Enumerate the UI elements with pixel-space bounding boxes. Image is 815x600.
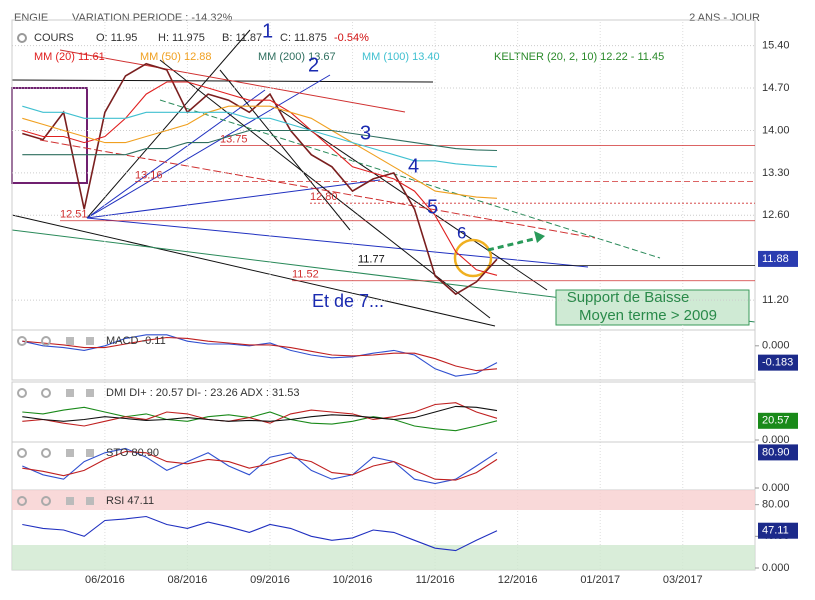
- y-tick-label: 14.70: [762, 82, 790, 94]
- legend-entry: MM (50) 12.88: [140, 51, 212, 63]
- x-tick-label: 09/2016: [250, 574, 290, 586]
- legend-entry: MM (20) 11.61: [34, 51, 105, 63]
- panel-label: DMI DI+ : 20.57 DI- : 23.26 ADX : 31.53: [106, 387, 300, 399]
- level-label: 12.51: [60, 209, 88, 221]
- annotation: 4: [408, 155, 419, 177]
- panel-label: STO 80.90: [106, 447, 159, 459]
- overbought-band: [12, 490, 755, 510]
- panel-frame: [11, 329, 756, 381]
- last-value-badge: [758, 444, 798, 461]
- last-value-label: 20.57: [762, 415, 790, 427]
- annotation: 3: [360, 122, 371, 144]
- series-line: [22, 105, 498, 168]
- panel-icon[interactable]: [41, 336, 51, 346]
- symbol: ENGIE: [14, 12, 48, 24]
- series-line: [22, 81, 498, 276]
- panel-label: RSI 47.11: [106, 495, 154, 507]
- series-line: [22, 62, 498, 296]
- x-tick-label: 03/2017: [663, 574, 703, 586]
- annotation: 2: [308, 54, 319, 76]
- panel-icon[interactable]: [41, 388, 51, 398]
- series-line: [22, 406, 498, 432]
- series-line: [22, 129, 498, 156]
- period: 2 ANS - JOUR: [689, 12, 760, 24]
- x-tick-label: 10/2016: [333, 574, 373, 586]
- annotation: 1: [262, 20, 273, 42]
- panel-icon[interactable]: [17, 336, 27, 346]
- series-line: [22, 405, 498, 422]
- last-value-label: 47.11: [762, 525, 789, 537]
- y-tick-label: 0.000: [762, 434, 790, 446]
- series-line: [22, 515, 498, 552]
- annotation: 6: [457, 223, 466, 242]
- high: H: 11.975: [158, 32, 205, 44]
- panel-icon[interactable]: [41, 496, 51, 506]
- panel-icon[interactable]: [66, 337, 74, 345]
- y-tick-label: 80.00: [762, 499, 790, 511]
- x-tick-label: 08/2016: [168, 574, 208, 586]
- gear-icon[interactable]: [17, 33, 27, 43]
- low: B: 11.87: [222, 32, 262, 44]
- panel-icon[interactable]: [86, 337, 94, 345]
- annotation: 5: [427, 196, 438, 218]
- panel-icon[interactable]: [86, 389, 94, 397]
- panel-icon[interactable]: [66, 389, 74, 397]
- last-value-badge: [758, 250, 798, 267]
- close: C: 11.875: [280, 32, 327, 44]
- last-value-badge: [758, 412, 798, 429]
- change: -0.54%: [334, 32, 369, 44]
- last-value-label: 80.90: [762, 446, 790, 458]
- panel-icon[interactable]: [17, 388, 27, 398]
- y-tick-label: 15.40: [762, 40, 790, 52]
- annotation: Moyen terme > 2009: [579, 307, 717, 324]
- panel-frame: [11, 19, 756, 331]
- y-tick-label: 13.30: [762, 167, 790, 179]
- panel-icon[interactable]: [17, 496, 27, 506]
- x-tick-label: 11/2016: [416, 574, 455, 586]
- y-tick-label: 0.000: [762, 482, 790, 494]
- y-tick-label: 11.20: [762, 294, 789, 306]
- annotation: Et de 7...: [312, 291, 384, 311]
- level-label: 11.77: [358, 253, 385, 265]
- panel-label: MACD -0.11: [106, 335, 166, 347]
- level-label: 11.52: [292, 269, 319, 281]
- series-line: [22, 336, 498, 372]
- last-value-badge: [758, 522, 798, 539]
- legend-entry: MM (200) 13.67: [258, 51, 336, 63]
- y-tick-label: 12.60: [762, 209, 790, 221]
- y-tick-label: 14.00: [762, 124, 790, 136]
- panel-icon[interactable]: [86, 449, 94, 457]
- x-tick-label: 01/2017: [580, 574, 620, 586]
- panel-icon[interactable]: [17, 448, 27, 458]
- keltner: KELTNER (20, 2, 10) 12.22 - 11.45: [494, 51, 664, 63]
- variation: VARIATION PERIODE : -14.32%: [72, 12, 233, 24]
- trendlines: [11, 29, 756, 327]
- legend-entry: MM (100) 13.40: [362, 51, 440, 63]
- panel-icon[interactable]: [66, 497, 74, 505]
- series-line: [22, 105, 498, 199]
- oversold-band: [12, 545, 755, 570]
- level-label: 13.16: [135, 169, 163, 181]
- y-tick-label: 0.000: [762, 562, 790, 574]
- open: O: 11.95: [96, 32, 137, 44]
- panel-icon[interactable]: [41, 448, 51, 458]
- panel-icon[interactable]: [66, 449, 74, 457]
- last-value-label: -0.183: [762, 357, 793, 369]
- annotation: Support de Baisse: [567, 289, 690, 306]
- panel-icon[interactable]: [86, 497, 94, 505]
- y-tick-label: 0.000: [762, 340, 790, 352]
- x-tick-label: 06/2016: [85, 574, 125, 586]
- last-value-badge: [758, 354, 798, 371]
- last-value-label: 11.88: [762, 253, 789, 265]
- legend-entry: COURS: [34, 32, 74, 44]
- x-tick-label: 12/2016: [498, 574, 538, 586]
- series-line: [22, 450, 498, 481]
- level-label: 12.80: [310, 191, 338, 203]
